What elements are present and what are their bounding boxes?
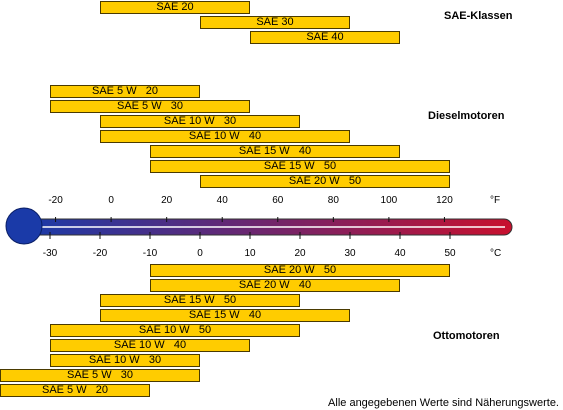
range-bar: SAE 5 W 30 — [0, 369, 200, 382]
range-bar: SAE 20 W 40 — [150, 279, 400, 292]
range-bar: SAE 20 W 50 — [150, 264, 450, 277]
range-bar: SAE 20 W 50 — [200, 175, 450, 188]
celsius-unit-label: °C — [490, 248, 502, 259]
fahrenheit-tick-label: 100 — [380, 195, 398, 206]
group-title: Ottomotoren — [433, 330, 500, 342]
range-bar: SAE 30 — [200, 16, 350, 29]
range-bar: SAE 5 W 20 — [0, 384, 150, 397]
range-bar: SAE 10 W 30 — [50, 354, 200, 367]
celsius-tick-label: 20 — [294, 248, 306, 259]
celsius-tick-label: 50 — [444, 248, 456, 259]
celsius-tick-label: -30 — [42, 248, 58, 259]
range-bar: SAE 10 W 30 — [100, 115, 300, 128]
celsius-tick-label: 30 — [344, 248, 356, 259]
celsius-tick-label: -10 — [142, 248, 158, 259]
celsius-tick-label: 10 — [244, 248, 256, 259]
range-bar: SAE 20 — [100, 1, 250, 14]
celsius-tick-label: 0 — [197, 248, 203, 259]
group-title: Dieselmotoren — [428, 110, 505, 122]
celsius-tick-label: -20 — [92, 248, 108, 259]
celsius-tick-label: 40 — [394, 248, 406, 259]
footnote: Alle angegebenen Werte sind Näherungswer… — [328, 397, 559, 409]
range-bar: SAE 15 W 40 — [150, 145, 400, 158]
range-bar: SAE 40 — [250, 31, 400, 44]
range-bar: SAE 5 W 30 — [50, 100, 250, 113]
fahrenheit-unit-label: °F — [490, 195, 501, 206]
range-bar: SAE 5 W 20 — [50, 85, 200, 98]
thermometer-scale — [5, 207, 513, 245]
fahrenheit-tick-label: -20 — [48, 195, 63, 206]
range-bar: SAE 15 W 50 — [100, 294, 300, 307]
range-bar: SAE 10 W 40 — [100, 130, 350, 143]
group-title: SAE-Klassen — [444, 10, 513, 22]
range-bar: SAE 15 W 40 — [100, 309, 350, 322]
fahrenheit-tick-label: 120 — [436, 195, 453, 206]
range-bar: SAE 15 W 50 — [150, 160, 450, 173]
fahrenheit-tick-label: 80 — [327, 195, 339, 206]
fahrenheit-tick-label: 0 — [108, 195, 114, 206]
fahrenheit-tick-label: 40 — [216, 195, 228, 206]
fahrenheit-tick-label: 60 — [272, 195, 284, 206]
thermometer-bulb — [5, 207, 43, 245]
range-bar: SAE 10 W 50 — [50, 324, 300, 337]
range-bar: SAE 10 W 40 — [50, 339, 250, 352]
fahrenheit-tick-label: 20 — [161, 195, 173, 206]
